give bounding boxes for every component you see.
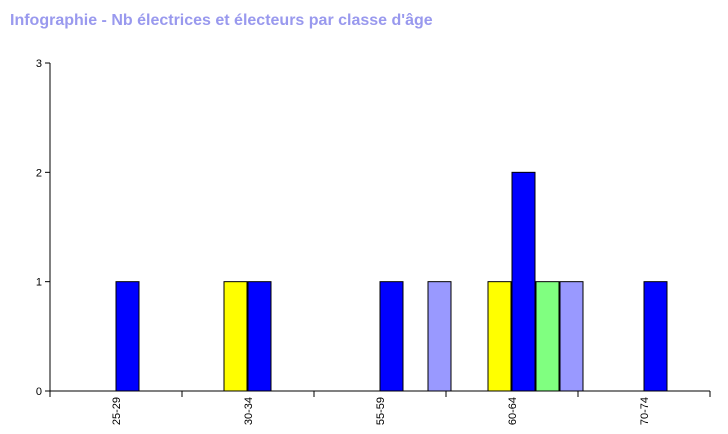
y-tick-label-3: 3 <box>36 58 42 70</box>
x-tick-label-55-59: 55-59 <box>375 397 387 425</box>
bar-30-34-series-2 <box>247 281 272 392</box>
axes-layer: 0 1 2 3 25-29 30-34 55-59 60-64 70-74 <box>36 58 711 425</box>
bar-60-64-series-2 <box>511 171 536 392</box>
bar-55-59-series-2 <box>379 281 404 392</box>
bar-60-64-series-4 <box>559 281 584 392</box>
x-tick-label-30-34: 30-34 <box>243 397 255 425</box>
x-tick-label-60-64: 60-64 <box>507 397 519 425</box>
bar-30-34-series-1 <box>223 281 248 392</box>
bar-60-64-series-1 <box>487 281 512 392</box>
x-tick-label-70-74: 70-74 <box>639 397 651 425</box>
bars-layer <box>115 171 668 392</box>
bar-60-64-series-3 <box>535 281 560 392</box>
x-tick-label-25-29: 25-29 <box>111 397 123 425</box>
y-tick-label-1: 1 <box>36 277 42 289</box>
bar-25-29-series-2 <box>115 281 140 392</box>
chart-title: Infographie - Nb électrices et électeurs… <box>10 12 433 29</box>
y-tick-label-0: 0 <box>36 386 42 398</box>
y-tick-label-2: 2 <box>36 167 42 179</box>
bar-55-59-series-4 <box>427 281 452 392</box>
bar-70-74-series-2 <box>643 281 668 392</box>
